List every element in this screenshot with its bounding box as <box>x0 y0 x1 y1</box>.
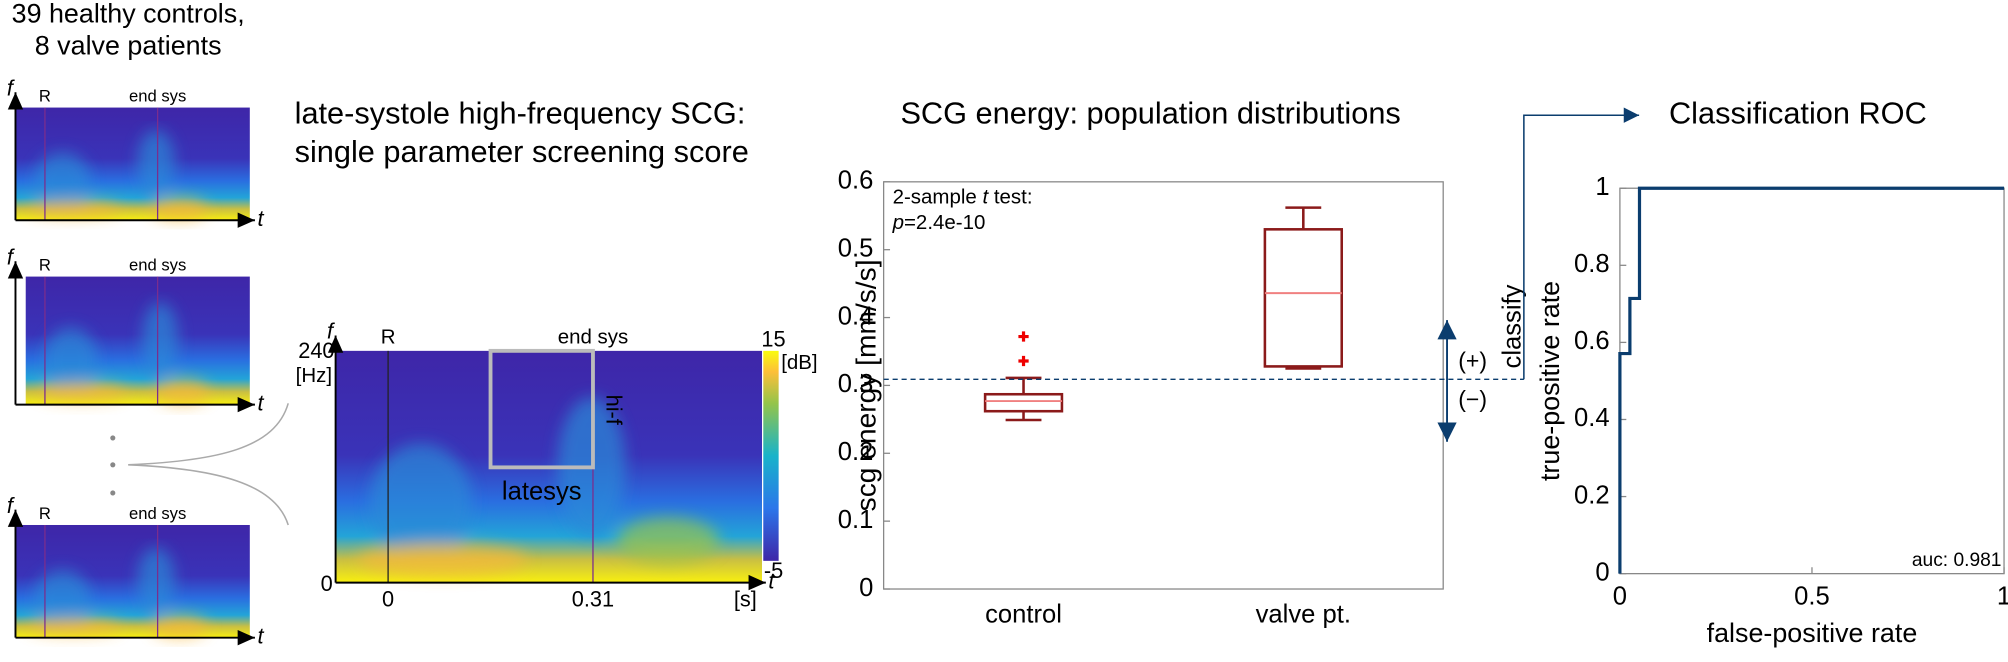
stat-annotation: 2-sample t test: <box>893 186 1033 209</box>
negative-label: (−) <box>1458 386 1487 412</box>
texture <box>356 543 528 576</box>
y-axis-label: scg energy [mm/s/s] <box>850 259 882 511</box>
band-label: hi-f <box>601 395 626 426</box>
end-marker: end sys <box>129 87 186 106</box>
positive-label: (+) <box>1458 347 1487 373</box>
texture <box>142 302 179 380</box>
r-marker: R <box>39 87 51 106</box>
y-tick-label: 0.5 <box>838 234 874 262</box>
time-tick-label: 0 <box>382 586 394 611</box>
roc-curve <box>1618 186 2005 574</box>
x-tick-label: valve pt. <box>1256 601 1351 629</box>
spectrogram-texture <box>27 130 208 221</box>
time-axis-label: t <box>768 568 775 593</box>
y-tick-label: 0.3 <box>838 370 874 398</box>
texture <box>43 327 98 392</box>
texture <box>34 152 91 209</box>
panel-title: single parameter screening score <box>295 134 749 169</box>
y-axis-label: true-positive rate <box>1535 281 1565 481</box>
y-tick-label: 0 <box>859 574 873 602</box>
texture <box>27 618 121 635</box>
spectrogram-texture <box>27 547 208 638</box>
stat-text: t <box>982 186 989 209</box>
texture <box>151 197 208 221</box>
stat-text: 2-sample <box>893 186 983 209</box>
r-marker: R <box>39 504 51 523</box>
p-value: =2.4e-10 <box>904 211 985 234</box>
freq-axis-label: f <box>7 75 15 100</box>
connector <box>110 403 289 526</box>
x-axis-label: false-positive rate <box>1707 618 1918 648</box>
freq-max: 240 <box>298 338 334 363</box>
texture <box>617 517 720 565</box>
texture <box>137 130 175 198</box>
y-tick-label: 0.2 <box>838 438 874 466</box>
y-tick-label: 0.1 <box>838 506 874 534</box>
r-marker: R <box>381 325 396 348</box>
texture <box>151 615 208 638</box>
texture <box>34 570 91 627</box>
x-tick-label: 1 <box>1997 583 2008 611</box>
colorbar-max: 15 <box>761 326 785 351</box>
texture <box>36 382 127 401</box>
y-tick-label: 0.2 <box>1574 481 1610 509</box>
stat-text: test: <box>988 186 1032 209</box>
freq-unit: [Hz] <box>296 364 332 387</box>
time-axis-label: t <box>257 390 264 415</box>
x-tick-label: 0.5 <box>1794 583 1830 611</box>
time-axis-label: t <box>257 206 264 231</box>
y-tick-label: 0 <box>1595 558 1609 586</box>
time-unit: [s] <box>734 586 757 611</box>
y-tick-label: 0.4 <box>838 302 874 330</box>
classify-arrow <box>1523 107 1640 380</box>
end-marker: end sys <box>129 256 186 275</box>
panel-title: late-systole high-frequency SCG: <box>295 95 746 130</box>
auc-annotation: auc: 0.981 <box>1912 550 2002 571</box>
freq-axis-label: f <box>7 244 15 269</box>
cohort-text: 8 valve patients <box>35 30 222 60</box>
texture <box>369 443 473 560</box>
r-marker: R <box>39 256 51 275</box>
plot-frame <box>882 181 1444 590</box>
classify-label: classify <box>1498 284 1526 368</box>
p-symbol: p <box>892 211 904 234</box>
box <box>983 392 1064 413</box>
x-tick-label: control <box>985 601 1062 629</box>
colorbar-unit: [dB] <box>781 351 817 374</box>
colorbar-min: -5 <box>764 558 783 583</box>
x-tick-label: 0 <box>1613 583 1627 611</box>
y-tick-label: 0.6 <box>1574 327 1610 355</box>
plot-frame <box>1619 187 2005 575</box>
y-tick-label: 1 <box>1595 173 1609 201</box>
window-label: latesys <box>502 478 582 506</box>
chart-title: Classification ROC <box>1669 95 1927 130</box>
outlier <box>1018 331 1029 342</box>
end-marker: end sys <box>558 325 629 348</box>
texture <box>27 201 121 217</box>
time-axis-label: t <box>257 623 264 648</box>
spectrogram-texture <box>36 302 210 405</box>
cohort-text: 39 healthy controls, <box>12 0 245 28</box>
y-tick-label: 0.6 <box>838 167 874 195</box>
chart-title: SCG energy: population distributions <box>900 95 1400 130</box>
outlier <box>1018 355 1029 367</box>
colorbar <box>763 350 779 561</box>
freq-axis-label: f <box>7 493 15 518</box>
p-annotation: p=2.4e-10 <box>892 211 986 234</box>
time-tick-label: 0.31 <box>572 586 614 611</box>
freq-axis-label: f <box>327 319 335 344</box>
y-tick-label: 0.4 <box>1574 404 1610 432</box>
spectrogram-texture <box>356 397 720 576</box>
latesys-window <box>488 348 595 470</box>
box <box>1263 228 1344 368</box>
end-marker: end sys <box>129 504 186 523</box>
texture <box>155 379 210 405</box>
y-tick-label: 0.8 <box>1574 250 1610 278</box>
texture <box>137 547 175 616</box>
freq-min: 0 <box>321 571 333 596</box>
